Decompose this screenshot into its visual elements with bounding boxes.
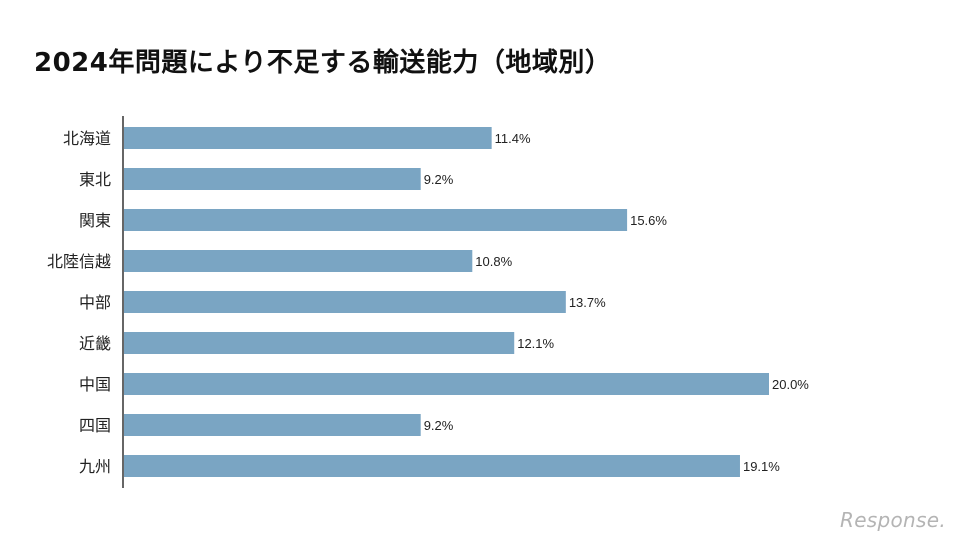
value-label: 20.0% xyxy=(772,377,809,392)
category-label: 四国 xyxy=(79,416,111,435)
category-label: 中国 xyxy=(79,375,111,394)
category-label: 東北 xyxy=(79,170,111,189)
bar-0 xyxy=(124,127,492,149)
value-label: 12.1% xyxy=(517,336,554,351)
value-label: 15.6% xyxy=(630,213,667,228)
response-watermark: Response. xyxy=(840,508,947,532)
category-label: 中部 xyxy=(79,293,111,312)
category-label: 北海道 xyxy=(63,129,111,148)
value-label: 11.4% xyxy=(495,131,531,146)
category-label: 北陸信越 xyxy=(47,252,111,271)
bar-4 xyxy=(124,291,566,313)
bar-1 xyxy=(124,168,421,190)
bar-3 xyxy=(124,250,473,272)
bar-6 xyxy=(124,373,769,395)
category-label: 関東 xyxy=(79,211,111,230)
bar-2 xyxy=(124,209,628,231)
bar-5 xyxy=(124,332,515,354)
category-label: 近畿 xyxy=(79,334,111,353)
value-label: 13.7% xyxy=(569,295,606,310)
bar-8 xyxy=(124,455,740,477)
category-label: 九州 xyxy=(79,457,111,476)
value-label: 9.2% xyxy=(424,418,454,433)
value-label: 9.2% xyxy=(424,172,454,187)
value-label: 10.8% xyxy=(475,254,512,269)
bar-7 xyxy=(124,414,421,436)
value-label: 19.1% xyxy=(743,459,780,474)
chart-title: 2024年問題により不足する輸送能力（地域別） xyxy=(34,48,612,78)
